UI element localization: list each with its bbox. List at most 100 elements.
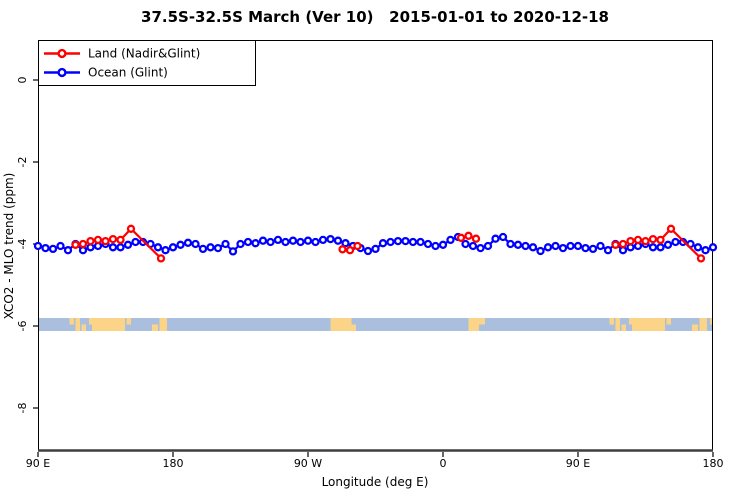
y-tick-label: -4 [16,239,29,250]
ocean-series-point [258,236,268,245]
legend-label-land: Land (Nadir&Glint) [88,47,200,61]
ocean-series-point [281,237,290,247]
ocean-series-point [236,239,245,249]
y-tick-label: 0 [16,77,29,84]
ocean-series-point [168,243,178,252]
map-strip-land [629,318,632,325]
chart-title: 37.5S-32.5S March (Ver 10) 2015-01-01 to… [141,8,609,26]
land-series-point [86,236,95,246]
ocean-series-point [521,241,530,251]
ocean-series-point [491,234,500,243]
ocean-series-point [663,240,673,249]
ocean-series-point [48,244,58,254]
y-tick-label: -8 [16,403,29,414]
legend: Land (Nadir&Glint) Ocean (Glint) [38,40,256,86]
land-series-point [464,231,473,240]
ocean-series-marker-icon [57,67,67,78]
map-strip-ocean [38,318,713,331]
ocean-series-point [513,240,523,249]
map-strip-land [92,318,125,331]
land-series-point [101,236,110,246]
land-series-point [108,234,118,244]
map-strip-land [152,324,158,331]
ocean-series-point [33,241,43,251]
ocean-series-point [41,243,50,253]
map-strip-land [710,318,713,325]
x-tick-label: 180 [163,457,184,470]
ocean-series-point [468,241,478,251]
ocean-series-point [543,243,553,252]
ocean-series-point [311,237,320,247]
ocean-series-point [656,243,665,252]
ocean-series-point [198,244,208,254]
map-strip-land [81,324,86,331]
map-strip-land [89,318,92,325]
ocean-series-point [536,246,545,256]
ocean-series-point [671,237,680,247]
ocean-series-point [153,243,163,252]
ocean-series-point [206,243,215,252]
x-tick-label: 90 W [294,457,322,470]
land-series-point [618,239,628,249]
x-axis-title: Longitude (deg E) [322,475,429,489]
ocean-series-point [221,239,230,249]
ocean-series-point [123,240,133,249]
ocean-series-point [288,236,298,245]
land-series-point [626,236,635,246]
ocean-series-point [116,243,125,252]
y-tick-label: -6 [16,321,29,332]
map-strip-land [699,318,707,331]
land-series-marker-icon [57,48,67,59]
ocean-series-point [581,243,590,253]
land-series-point [93,235,103,245]
ocean-series-point [401,236,410,246]
map-strip-land [468,318,479,331]
ocean-series-point [708,243,718,252]
ocean-series-point [213,243,223,253]
y-axis-title: XCO2 - MLO trend (ppm) [2,173,16,320]
ocean-series-point [191,239,200,249]
ocean-series-point [243,237,253,247]
land-series-point [156,254,166,263]
map-strip-land [666,318,671,325]
ocean-series-point [228,247,238,256]
map-strip-land [159,318,167,331]
ocean-series-point [573,241,583,251]
ocean-series-point [431,241,440,251]
y-tick-label: -2 [16,157,29,168]
land-series-point [666,224,676,233]
land-series-point [345,246,355,255]
ocean-series-point [63,246,73,255]
ocean-series-point [161,246,170,255]
map-strip-land [621,324,626,331]
ocean-series-point [476,243,485,253]
land-series-point [648,234,658,244]
ocean-series-point [176,240,185,249]
land-series-point [641,236,650,246]
axes-layer: 0 -2 -4 -6 -8 90 E 180 90 W 0 90 E 180 [16,77,724,471]
map-strip-layer [38,318,713,331]
ocean-series-point [266,237,275,247]
land-series-point [456,233,466,242]
map-strip-land [75,318,80,331]
ocean-series-point [506,239,515,249]
ocean-series-point [423,239,433,249]
ocean-series-point [333,236,343,245]
legend-item-land: Land (Nadir&Glint) [44,47,200,61]
ocean-series-point [363,246,373,256]
ocean-series-point [566,241,575,251]
ocean-series-point [408,237,418,247]
land-series-point [611,240,620,249]
ocean-series-point [273,235,283,245]
ocean-series-point [416,237,425,247]
ocean-series-point [438,240,448,249]
ocean-series-point [371,244,380,254]
ocean-series-point [558,243,568,253]
map-strip-land [692,324,698,331]
land-series-point [338,245,347,254]
map-strip-land [351,324,356,331]
ocean-series-point [483,241,493,251]
land-series-point [696,254,706,263]
map-strip-land [609,318,614,325]
